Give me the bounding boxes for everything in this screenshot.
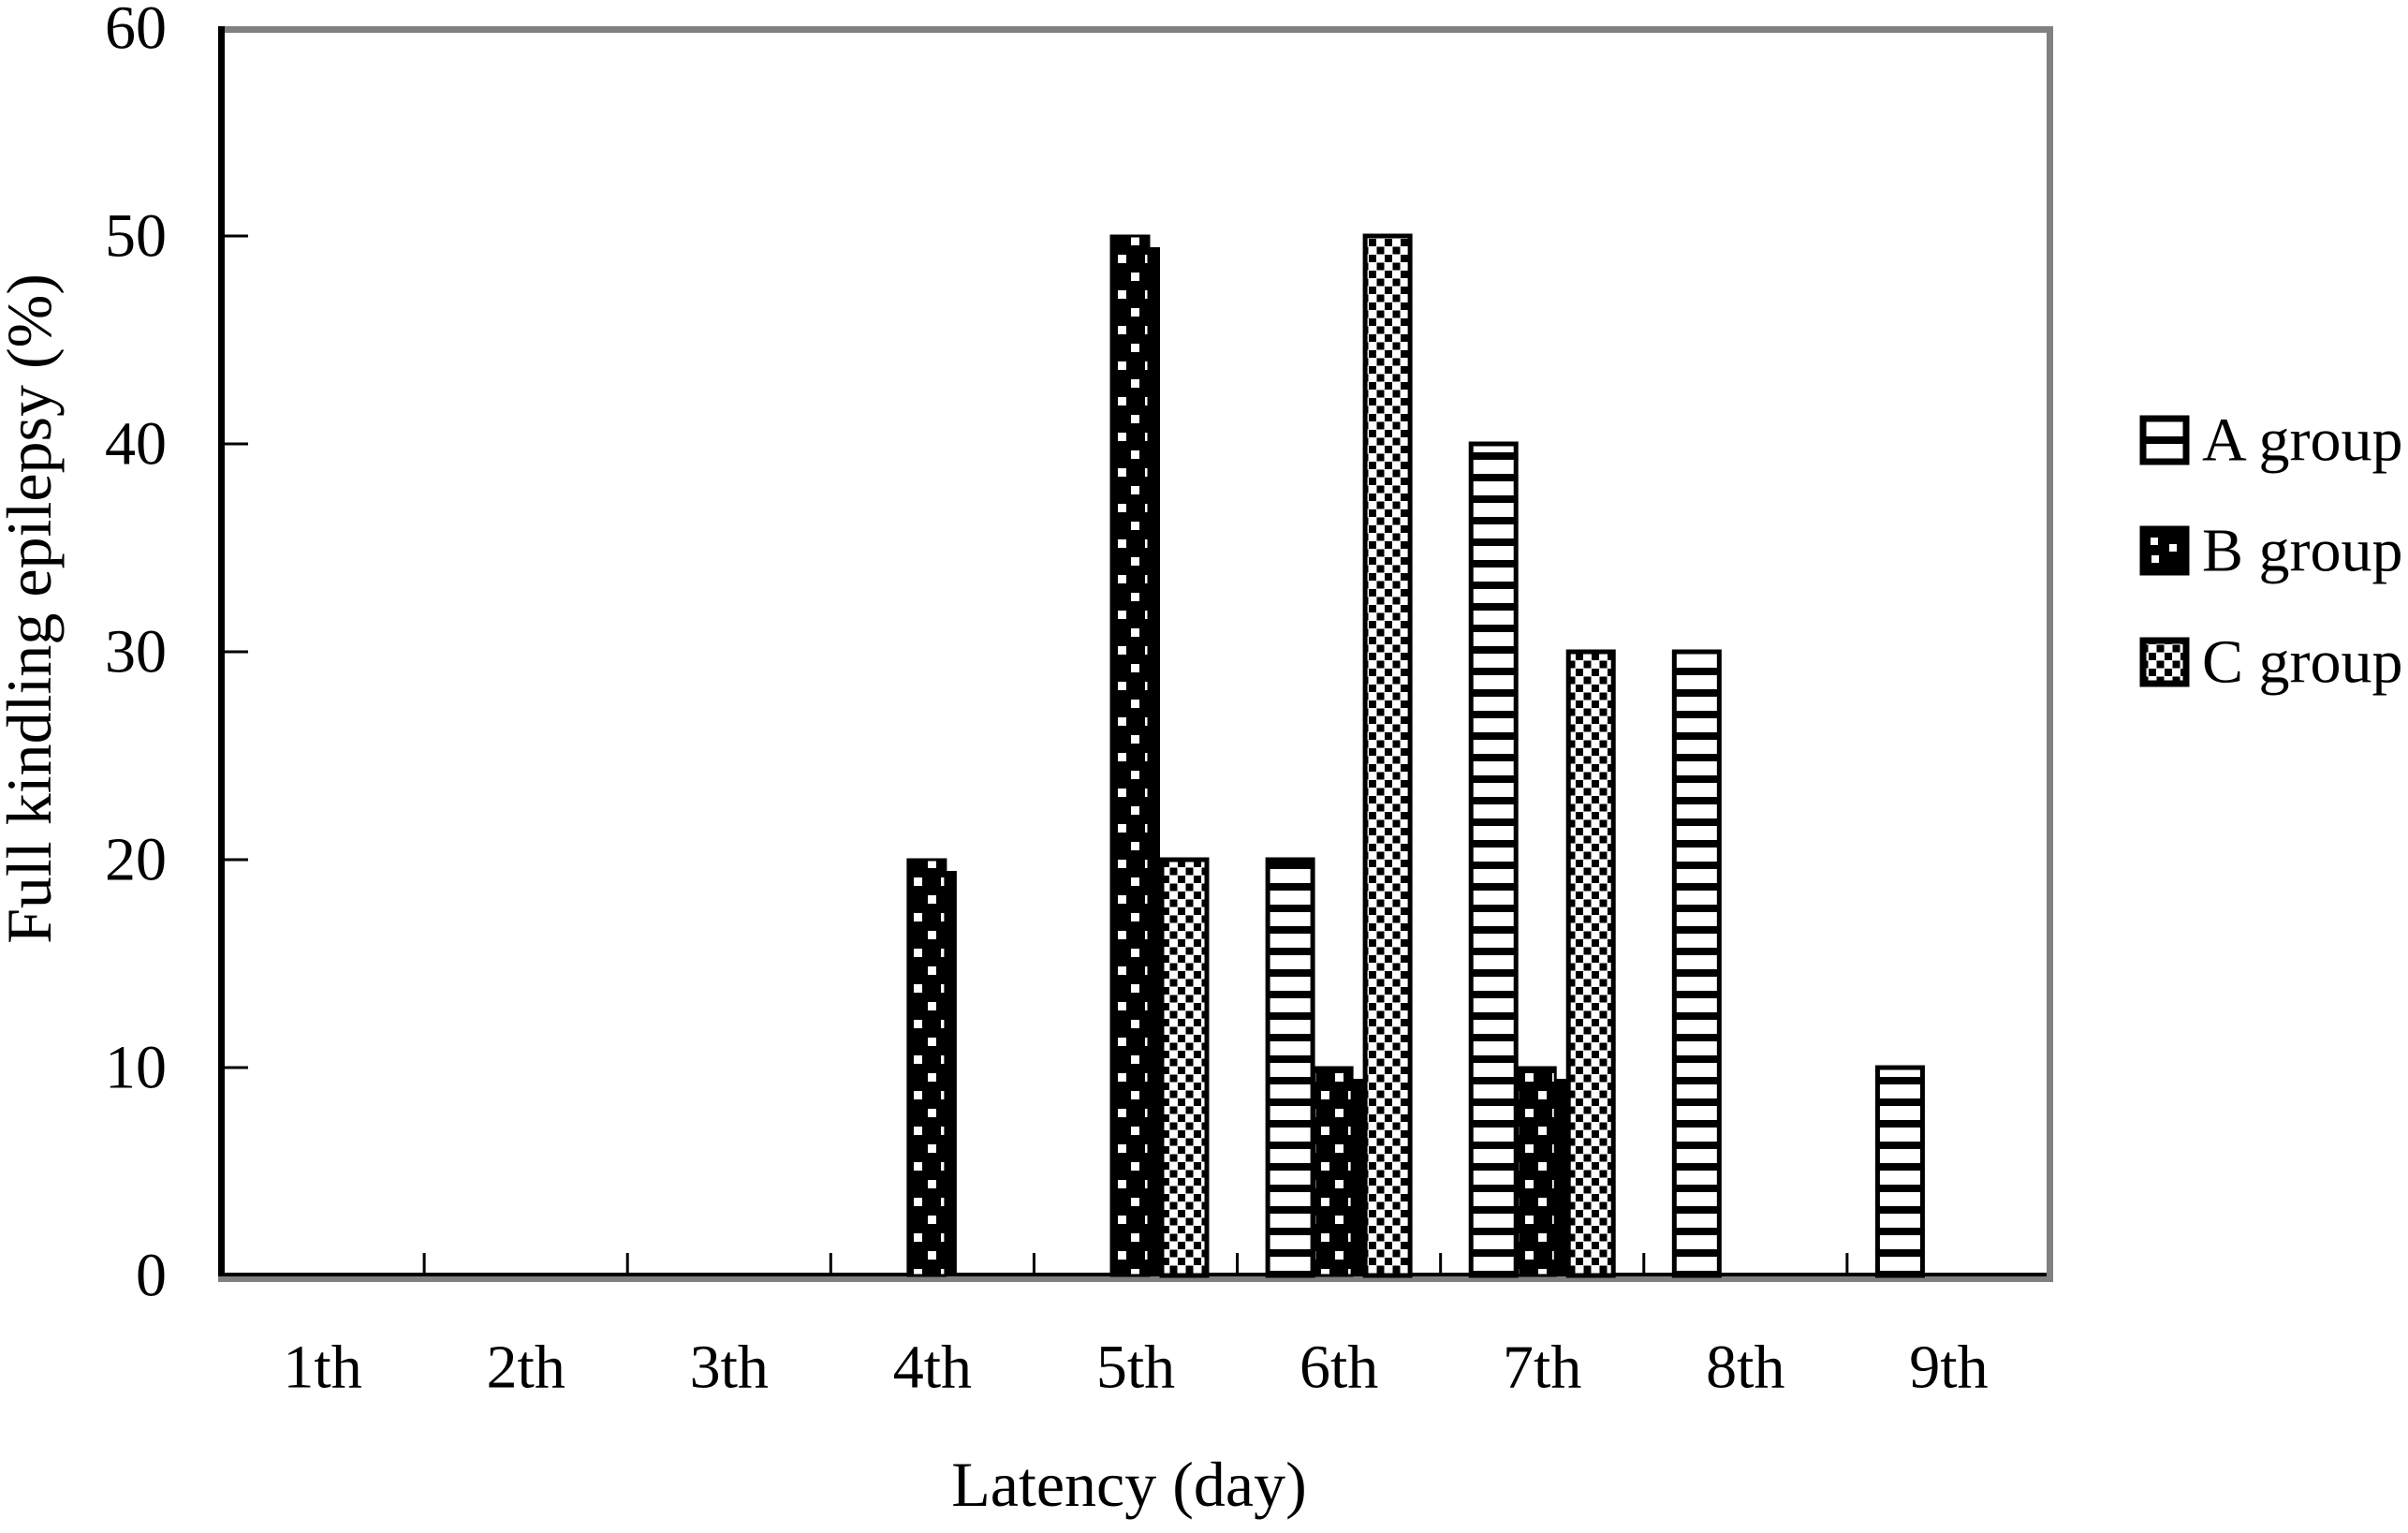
- bar-rect: [1313, 1066, 1354, 1277]
- plot-border-right: [2047, 26, 2053, 1282]
- bar-rect: [906, 858, 947, 1277]
- tick-labels-layer: 0 10 20 30 40 50 60 1th 2th 3th 4th 5th 6th 7th 8th 9th: [105, 0, 1989, 1402]
- x-tick-label-1th: 1th: [283, 1334, 361, 1402]
- x-tick-label-5th: 5th: [1096, 1334, 1175, 1402]
- legend-label-a-group: A group: [2202, 406, 2403, 475]
- x-tick-label-3th: 3th: [690, 1334, 769, 1402]
- plot-border-top: [218, 26, 2053, 33]
- legend-entry-a-group: A group: [2139, 406, 2403, 475]
- bar-b-group-6th: [1313, 1066, 1364, 1277]
- y-tick-label-60: 60: [105, 0, 167, 63]
- bar-rect: [1565, 649, 1616, 1278]
- y-axis-line: [218, 26, 225, 1276]
- bar-b-group-7th: [1516, 1066, 1567, 1277]
- x-tick-label-8th: 8th: [1706, 1334, 1784, 1402]
- legend-marker-b-white-dots-icon: [2139, 525, 2190, 576]
- legend-entry-c-group: C group: [2139, 628, 2403, 697]
- bar-rect: [1265, 857, 1315, 1278]
- x-tick-label-7th: 7th: [1503, 1334, 1581, 1402]
- legend-marker-a-horizontal-stripes-icon: [2139, 415, 2190, 465]
- bar-shadow: [1555, 1079, 1567, 1275]
- bar-rect: [1516, 1066, 1557, 1277]
- bar-rect: [1362, 233, 1413, 1278]
- bar-c-group-5th: [1159, 857, 1210, 1278]
- x-tick-label-4th: 4th: [893, 1334, 972, 1402]
- bar-a-group-9th: [1874, 1065, 1925, 1278]
- y-tick-label-50: 50: [105, 202, 167, 271]
- y-tick-label-20: 20: [105, 826, 167, 894]
- bar-b-group-4th: [906, 858, 957, 1277]
- legend: A group B group C group: [2139, 406, 2403, 697]
- legend-marker-c-checkerboard-icon: [2139, 637, 2190, 687]
- legend-label-c-group: C group: [2202, 628, 2403, 697]
- y-axis-title: Full kindling epilepsy (%): [0, 273, 65, 944]
- y-tick-label-0: 0: [136, 1242, 167, 1310]
- bar-shadow: [945, 871, 957, 1275]
- bar-c-group-7th: [1565, 649, 1616, 1278]
- bar-c-group-6th: [1362, 233, 1413, 1278]
- bar-shadow: [1352, 1079, 1364, 1275]
- bar-a-group-6th: [1265, 857, 1315, 1278]
- plot-border-bottom-shadow: [218, 1276, 2053, 1282]
- bar-a-group-7th: [1468, 441, 1519, 1278]
- y-tick-label-30: 30: [105, 618, 167, 686]
- bar-b-group-5th: [1109, 234, 1160, 1277]
- bar-rect: [1468, 441, 1519, 1278]
- legend-entry-b-group: B group: [2139, 517, 2403, 585]
- bar-rect: [1109, 234, 1151, 1277]
- x-tick-label-2th: 2th: [486, 1334, 565, 1402]
- legend-label-b-group: B group: [2202, 517, 2403, 585]
- bar-a-group-8th: [1671, 649, 1722, 1278]
- x-tick-label-9th: 9th: [1909, 1334, 1988, 1402]
- bars-layer: [906, 233, 1925, 1278]
- bar-shadow: [1149, 247, 1160, 1275]
- bar-rect: [1874, 1065, 1925, 1278]
- bar-rect: [1671, 649, 1722, 1278]
- bar-rect: [1159, 857, 1210, 1278]
- x-axis-title: Latency (day): [951, 1449, 1306, 1520]
- y-tick-label-40: 40: [105, 410, 167, 479]
- x-tick-label-6th: 6th: [1299, 1334, 1378, 1402]
- ticks-layer: [225, 234, 1849, 1274]
- y-tick-label-10: 10: [105, 1034, 167, 1102]
